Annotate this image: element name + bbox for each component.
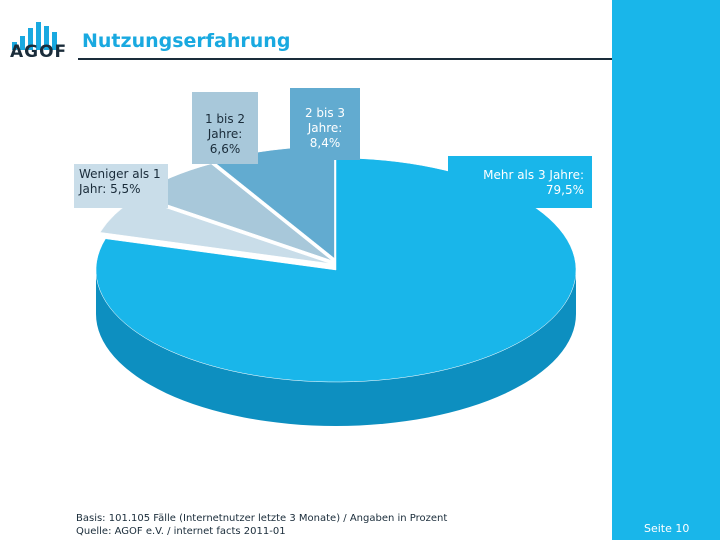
agof-logo-bars-icon: [12, 22, 57, 50]
pie-side-depth: [96, 270, 576, 426]
label-mehr-line1: Mehr als 3 Jahre:: [483, 168, 584, 182]
label-1bis2-line1: 1 bis 2: [204, 112, 246, 126]
pie-chart: [95, 146, 577, 426]
footer-basis: Basis: 101.105 Fälle (Internetnutzer let…: [76, 513, 448, 524]
label-mehr-als-3-jahre: Mehr als 3 Jahre: 79,5%: [448, 156, 592, 208]
footer-source: Basis: 101.105 Fälle (Internetnutzer let…: [76, 512, 447, 538]
label-1-bis-2-jahre: 1 bis 2 Jahre: 6,6%: [192, 92, 258, 164]
page-title: Nutzungserfahrung: [82, 30, 291, 52]
page-number: Seite 10: [644, 522, 690, 535]
label-2bis3-line2: Jahre:: [307, 121, 343, 135]
label-weniger-line2: Jahr: 5,5%: [79, 182, 141, 196]
title-underline: [78, 58, 612, 60]
footer-quelle: Quelle: AGOF e.V. / internet facts 2011-…: [76, 526, 286, 537]
label-2-bis-3-jahre: 2 bis 3 Jahre: 8,4%: [290, 88, 360, 160]
label-weniger-line1: Weniger als 1: [79, 167, 161, 181]
side-accent-bar: [612, 0, 720, 540]
label-weniger-als-1-jahr: Weniger als 1 Jahr: 5,5%: [74, 164, 168, 208]
label-2bis3-line3: 8,4%: [309, 136, 341, 150]
label-1bis2-line2: Jahre:: [207, 127, 243, 141]
label-1bis2-line3: 6,6%: [209, 142, 241, 156]
logo-text: AGOF: [10, 42, 68, 62]
label-mehr-line2: 79,5%: [545, 183, 584, 197]
label-2bis3-line1: 2 bis 3: [304, 106, 346, 120]
